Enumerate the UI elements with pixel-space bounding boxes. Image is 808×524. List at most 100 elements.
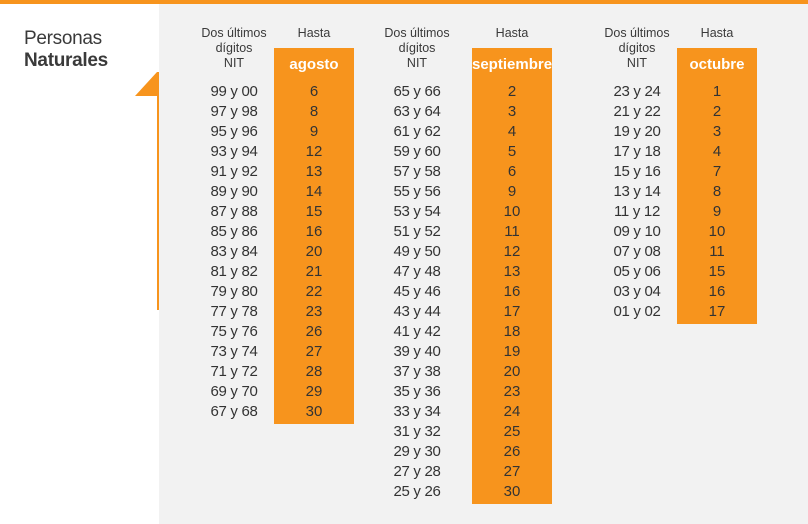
due-day: 23 xyxy=(503,383,521,400)
due-day: 3 xyxy=(507,103,517,120)
header-digits: Dos últimos dígitos NIT xyxy=(372,26,462,71)
accent-vertical-bar xyxy=(157,72,159,310)
nit-digits-pair: 41 y 42 xyxy=(393,323,441,340)
due-day: 8 xyxy=(309,103,319,120)
due-day: 20 xyxy=(305,243,323,260)
due-day: 14 xyxy=(305,183,323,200)
month-highlight-band xyxy=(274,48,354,424)
nit-digits-pair: 83 y 84 xyxy=(210,243,258,260)
header-hasta: Hasta xyxy=(297,26,331,40)
nit-digits-pair: 75 y 76 xyxy=(210,323,258,340)
header-digits-line: dígitos xyxy=(398,41,436,55)
header-digits: Dos últimos dígitos NIT xyxy=(592,26,682,71)
nit-digits-pair: 55 y 56 xyxy=(393,183,441,200)
nit-digits-pair: 63 y 64 xyxy=(393,103,441,120)
due-day: 8 xyxy=(712,183,722,200)
due-day: 7 xyxy=(712,163,722,180)
nit-digits-pair: 23 y 24 xyxy=(613,83,661,100)
nit-digits-pair: 31 y 32 xyxy=(393,423,441,440)
due-day: 13 xyxy=(503,263,521,280)
nit-digits-pair: 69 y 70 xyxy=(210,383,258,400)
due-day: 18 xyxy=(503,323,521,340)
month-label: agosto xyxy=(289,56,339,73)
due-day: 9 xyxy=(712,203,722,220)
nit-digits-pair: 53 y 54 xyxy=(393,203,441,220)
due-day: 17 xyxy=(503,303,521,320)
due-day: 2 xyxy=(507,83,517,100)
due-day: 16 xyxy=(305,223,323,240)
due-day: 6 xyxy=(507,163,517,180)
due-day: 26 xyxy=(305,323,323,340)
due-day: 30 xyxy=(503,483,521,500)
nit-digits-pair: 39 y 40 xyxy=(393,343,441,360)
nit-digits-pair: 59 y 60 xyxy=(393,143,441,160)
due-day: 11 xyxy=(504,223,520,240)
nit-digits-pair: 71 y 72 xyxy=(210,363,258,380)
due-day: 20 xyxy=(503,363,521,380)
due-day: 16 xyxy=(708,283,726,300)
nit-digits-pair: 79 y 80 xyxy=(210,283,258,300)
due-day: 1 xyxy=(712,83,722,100)
nit-digits-pair: 05 y 06 xyxy=(613,263,661,280)
due-day: 30 xyxy=(305,403,323,420)
nit-digits-pair: 51 y 52 xyxy=(393,223,441,240)
due-day: 23 xyxy=(305,303,323,320)
nit-digits-pair: 09 y 10 xyxy=(613,223,661,240)
nit-digits-pair: 15 y 16 xyxy=(613,163,661,180)
due-day: 26 xyxy=(503,443,521,460)
due-day: 3 xyxy=(712,123,722,140)
nit-digits-pair: 45 y 46 xyxy=(393,283,441,300)
due-day: 4 xyxy=(507,123,517,140)
nit-digits-pair: 25 y 26 xyxy=(393,483,441,500)
due-day: 22 xyxy=(305,283,323,300)
title-line-personas: Personas xyxy=(24,28,102,49)
nit-digits-pair: 65 y 66 xyxy=(393,83,441,100)
due-day: 19 xyxy=(503,343,521,360)
due-day: 5 xyxy=(507,143,517,160)
nit-digits-pair: 91 y 92 xyxy=(210,163,258,180)
nit-digits-pair: 73 y 74 xyxy=(210,343,258,360)
nit-digits-pair: 95 y 96 xyxy=(210,123,258,140)
due-day: 25 xyxy=(503,423,521,440)
due-day: 16 xyxy=(503,283,521,300)
nit-digits-pair: 47 y 48 xyxy=(393,263,441,280)
due-day: 13 xyxy=(305,163,323,180)
nit-digits-pair: 43 y 44 xyxy=(393,303,441,320)
month-highlight-band xyxy=(677,48,757,324)
header-digits-line: Dos últimos xyxy=(201,26,267,40)
header-digits-line: dígitos xyxy=(618,41,656,55)
due-day: 15 xyxy=(708,263,726,280)
nit-digits-pair: 29 y 30 xyxy=(393,443,441,460)
nit-digits-pair: 67 y 68 xyxy=(210,403,258,420)
nit-digits-pair: 13 y 14 xyxy=(613,183,661,200)
header-hasta: Hasta xyxy=(495,26,529,40)
header-digits-line: Dos últimos xyxy=(604,26,670,40)
nit-digits-pair: 33 y 34 xyxy=(393,403,441,420)
schedule-panel: Dos últimos dígitos NIT Hasta agosto 99 y 00 6… xyxy=(159,4,808,524)
nit-digits-pair: 01 y 02 xyxy=(613,303,661,320)
nit-digits-pair: 61 y 62 xyxy=(393,123,441,140)
due-day: 10 xyxy=(708,223,726,240)
nit-digits-pair: 97 y 98 xyxy=(210,103,258,120)
due-day: 24 xyxy=(503,403,521,420)
nit-digits-pair: 89 y 90 xyxy=(210,183,258,200)
nit-digits-pair: 85 y 86 xyxy=(210,223,258,240)
due-day: 15 xyxy=(305,203,323,220)
nit-digits-pair: 57 y 58 xyxy=(393,163,441,180)
nit-digits-pair: 99 y 00 xyxy=(210,83,258,100)
due-day: 12 xyxy=(503,243,521,260)
header-digits-line: NIT xyxy=(406,56,428,70)
nit-digits-pair: 93 y 94 xyxy=(210,143,258,160)
due-day: 12 xyxy=(305,143,323,160)
accent-triangle xyxy=(135,72,157,96)
nit-digits-pair: 17 y 18 xyxy=(613,143,661,160)
nit-digits-pair: 03 y 04 xyxy=(613,283,661,300)
nit-digits-pair: 21 y 22 xyxy=(613,103,661,120)
nit-digits-pair: 81 y 82 xyxy=(210,263,258,280)
header-digits-line: NIT xyxy=(626,56,648,70)
nit-digits-pair: 49 y 50 xyxy=(393,243,441,260)
due-day: 6 xyxy=(309,83,319,100)
header-digits-line: Dos últimos xyxy=(384,26,450,40)
due-day: 21 xyxy=(305,263,323,280)
nit-digits-pair: 37 y 38 xyxy=(393,363,441,380)
